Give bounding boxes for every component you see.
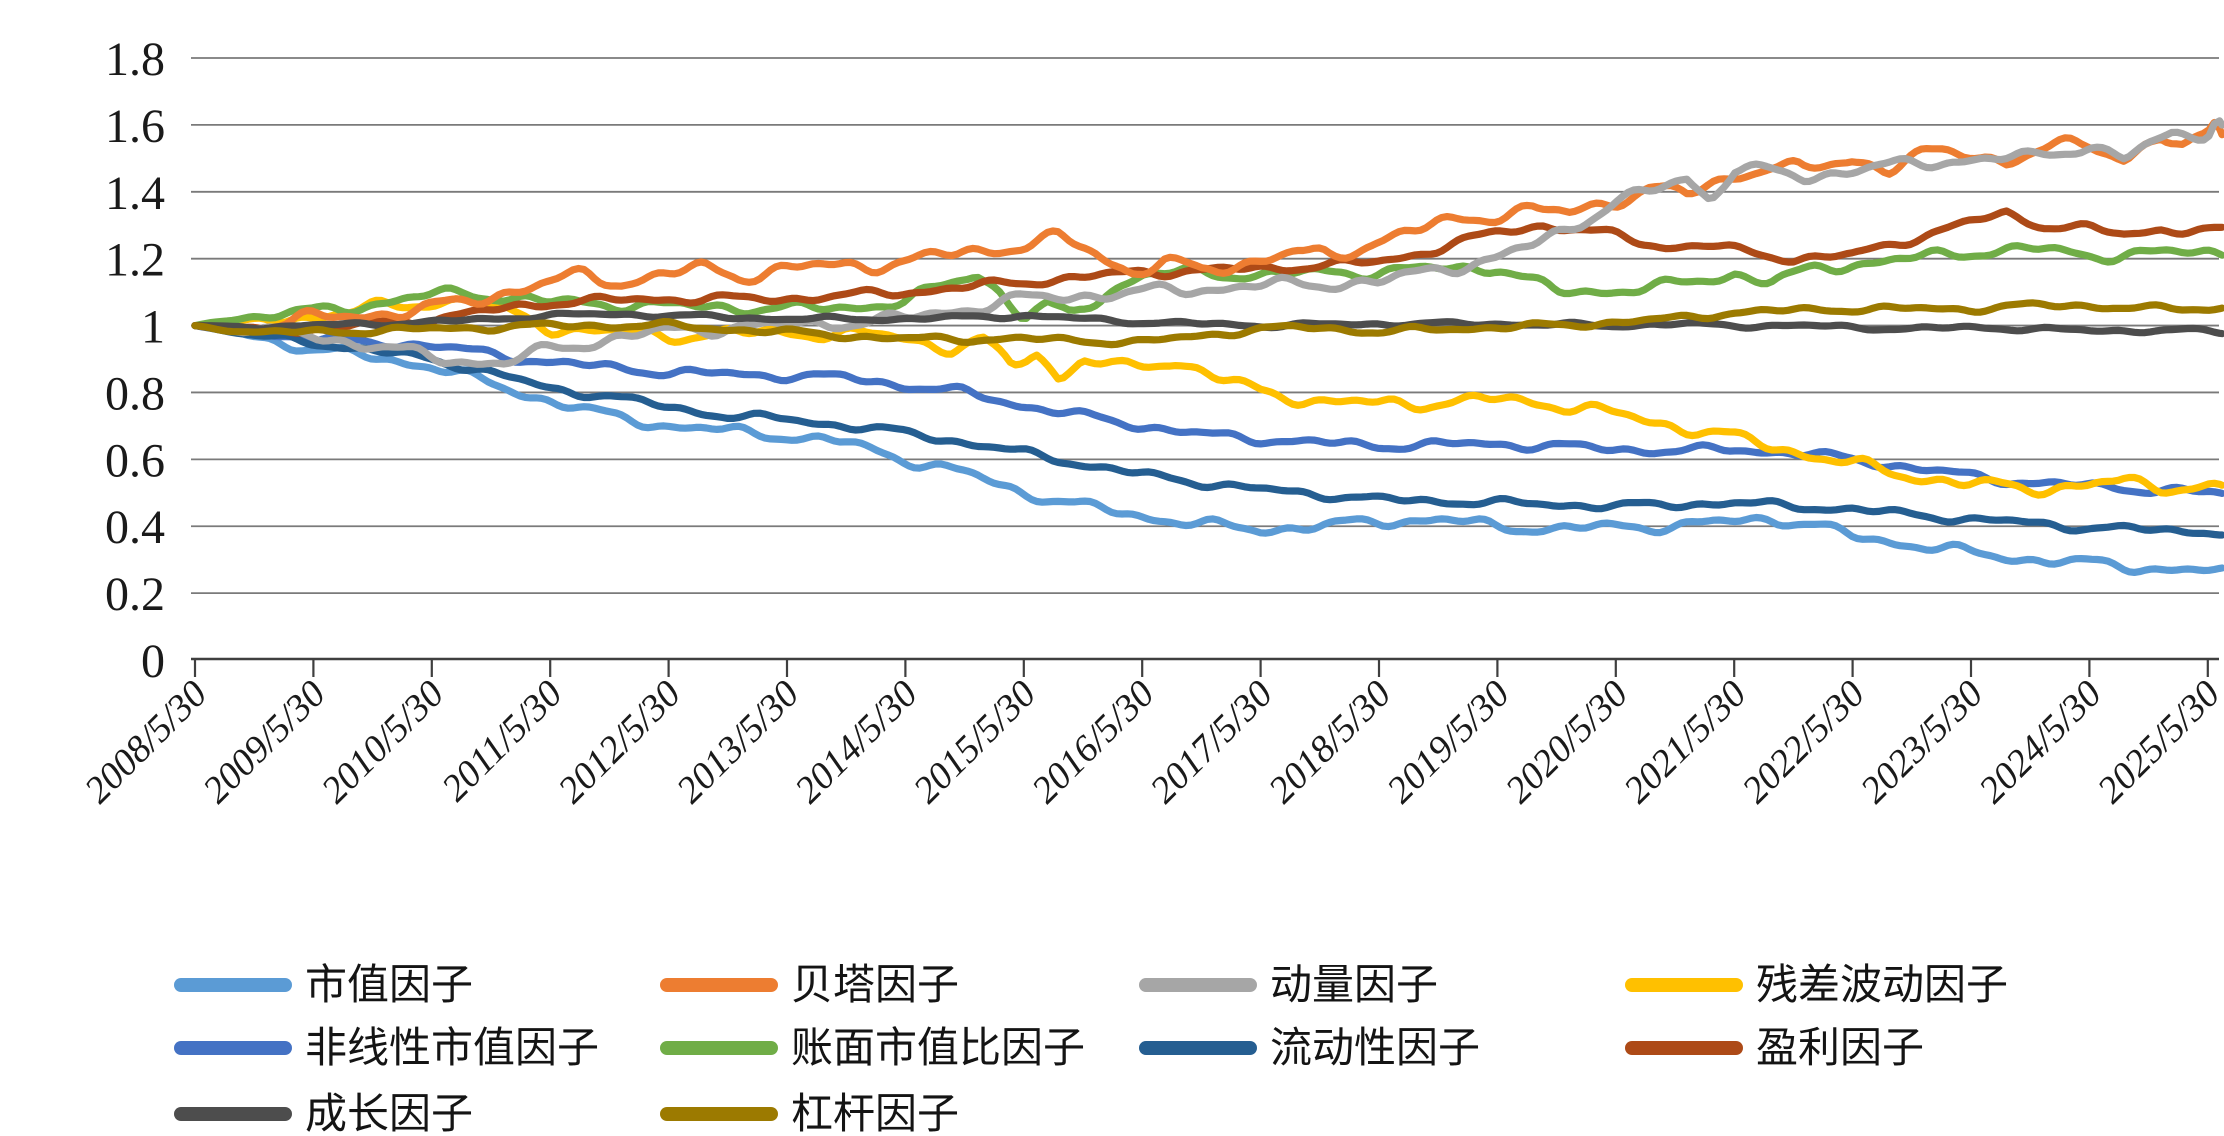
- series-line-size-factor: [191, 322, 2224, 576]
- y-axis-tick-label: 1.2: [105, 234, 165, 287]
- y-axis-tick-label: 0.2: [105, 568, 165, 621]
- legend-swatch-liquidity-factor: [1139, 1041, 1257, 1055]
- series-line-beta-factor: [191, 118, 2224, 333]
- legend-label-size-factor: 市值因子: [305, 961, 474, 1008]
- legend-item-leverage-factor: 杠杆因子: [660, 1088, 959, 1136]
- y-axis-tick-label: 0: [141, 635, 165, 688]
- series-line-book-to-market-factor: [191, 242, 2224, 330]
- series-line-leverage-factor: [191, 299, 2224, 349]
- series-line-nonlinear-size-factor: [191, 322, 2224, 497]
- series-line-growth-factor: [191, 309, 2224, 338]
- legend-label-nonlinear-size-factor: 非线性市值因子: [305, 1024, 600, 1071]
- legend-swatch-leverage-factor: [660, 1107, 778, 1121]
- legend-item-liquidity-factor: 流动性因子: [1139, 1022, 1480, 1074]
- legend-swatch-momentum-factor: [1139, 978, 1257, 992]
- legend-label-growth-factor: 成长因子: [305, 1090, 474, 1136]
- legend-item-book-to-market-factor: 账面市值比因子: [660, 1022, 1085, 1074]
- legend-item-nonlinear-size-factor: 非线性市值因子: [174, 1022, 599, 1074]
- legend-label-book-to-market-factor: 账面市值比因子: [791, 1024, 1086, 1071]
- legend-item-growth-factor: 成长因子: [174, 1088, 473, 1136]
- y-axis-tick-label: 1.8: [105, 33, 165, 86]
- legend-item-profitability-factor: 盈利因子: [1625, 1022, 1924, 1074]
- legend-swatch-book-to-market-factor: [660, 1041, 778, 1055]
- legend-item-residual-volatility-factor: 残差波动因子: [1625, 959, 2008, 1011]
- y-axis-tick-label: 1.4: [105, 167, 165, 220]
- legend-swatch-residual-volatility-factor: [1625, 978, 1743, 992]
- legend-swatch-beta-factor: [660, 978, 778, 992]
- legend-item-momentum-factor: 动量因子: [1139, 959, 1438, 1011]
- legend-swatch-size-factor: [174, 978, 292, 992]
- legend-label-beta-factor: 贝塔因子: [791, 961, 960, 1008]
- y-axis-tick-label: 1: [141, 301, 165, 354]
- legend-label-profitability-factor: 盈利因子: [1756, 1024, 1925, 1071]
- legend-swatch-nonlinear-size-factor: [174, 1041, 292, 1055]
- legend-item-size-factor: 市值因子: [174, 959, 473, 1011]
- legend-label-leverage-factor: 杠杆因子: [791, 1090, 960, 1136]
- legend-item-beta-factor: 贝塔因子: [660, 959, 959, 1011]
- legend-label-residual-volatility-factor: 残差波动因子: [1756, 961, 2009, 1008]
- legend-label-liquidity-factor: 流动性因子: [1270, 1024, 1481, 1071]
- legend-label-momentum-factor: 动量因子: [1270, 961, 1439, 1008]
- legend-swatch-growth-factor: [174, 1107, 292, 1121]
- legend-swatch-profitability-factor: [1625, 1041, 1743, 1055]
- series-line-momentum-factor: [191, 117, 2224, 368]
- y-axis-tick-label: 0.8: [105, 367, 165, 420]
- y-axis-tick-label: 0.4: [105, 501, 165, 554]
- y-axis-tick-label: 0.6: [105, 434, 165, 487]
- y-axis-tick-label: 1.6: [105, 100, 165, 153]
- series-line-liquidity-factor: [191, 322, 2224, 539]
